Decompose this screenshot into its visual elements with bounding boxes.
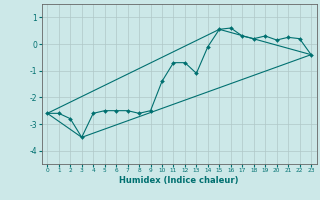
X-axis label: Humidex (Indice chaleur): Humidex (Indice chaleur) <box>119 176 239 185</box>
